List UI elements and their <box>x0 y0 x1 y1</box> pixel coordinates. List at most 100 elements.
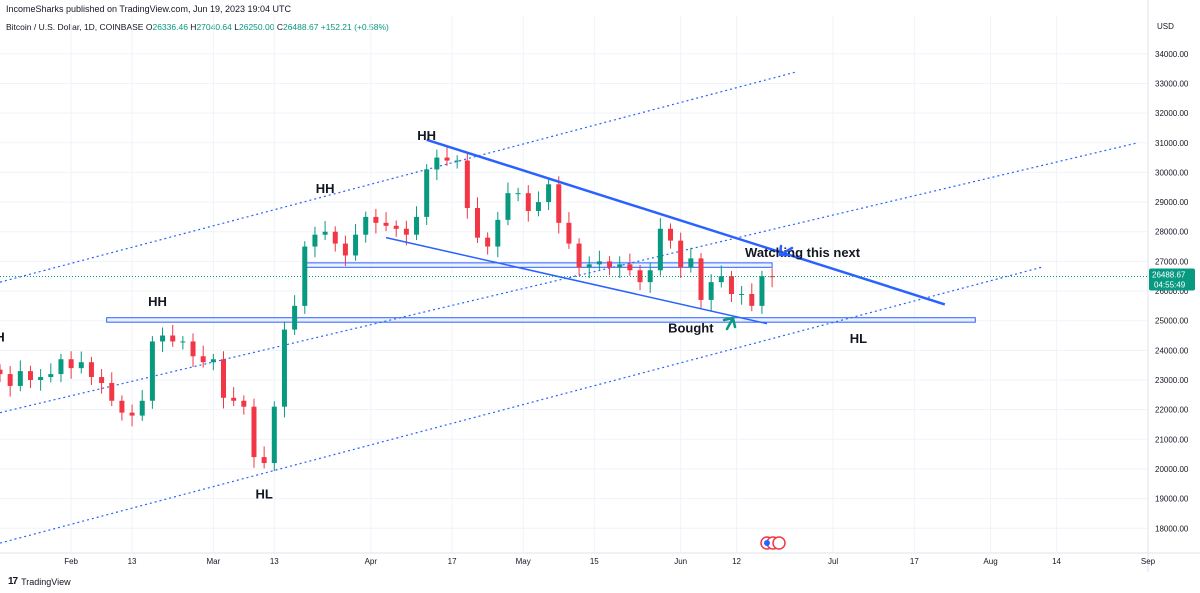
y-tick-label: 29000.00 <box>1155 198 1189 207</box>
high-value: 27040.64 <box>196 22 232 32</box>
grid <box>0 16 1149 552</box>
candle-body <box>363 216 369 235</box>
candle-body <box>495 219 501 247</box>
lower-trendline <box>385 236 768 325</box>
candle-body <box>556 184 562 223</box>
x-tick-label: Jun <box>674 557 687 566</box>
y-tick-label: 30000.00 <box>1155 168 1189 177</box>
symbol-name[interactable]: Bitcoin / U.S. Dollar, 1D, COINBASE <box>6 22 144 32</box>
x-tick-label: Apr <box>365 557 378 566</box>
candle-body <box>393 225 399 229</box>
candle-body <box>759 276 765 306</box>
annotation-label: HH <box>417 128 436 143</box>
candle-body <box>292 305 298 330</box>
open-value: 26336.46 <box>152 22 188 32</box>
price-axis: 18000.00 19000.00 20000.00 21000.00 22000.00… <box>1147 0 1189 572</box>
candle-body <box>596 261 602 265</box>
y-tick-label: 25000.00 <box>1155 317 1189 326</box>
candle-body <box>241 400 247 407</box>
x-tick-label: 12 <box>732 557 741 566</box>
candle-body <box>383 222 389 226</box>
x-tick-label: 17 <box>910 557 919 566</box>
candle-body <box>48 374 54 378</box>
channel-line <box>0 71 798 283</box>
channel-line <box>0 142 1138 414</box>
y-tick-label: 31000.00 <box>1155 139 1189 148</box>
x-tick-label: 14 <box>1052 557 1061 566</box>
y-tick-label: 20000.00 <box>1155 465 1189 474</box>
annotations: HH HH HH HL HL H Bought Watching this next <box>0 128 867 502</box>
candle-body <box>657 228 663 271</box>
candle-body <box>180 341 186 343</box>
candle-body <box>586 264 592 268</box>
candle-body <box>322 231 328 235</box>
candle-body <box>769 276 775 278</box>
y-tick-label: 32000.00 <box>1155 109 1189 118</box>
x-tick-label: Sep <box>1141 557 1156 566</box>
candle-body <box>474 208 480 238</box>
candle-body <box>505 193 511 220</box>
candle-body <box>78 362 84 369</box>
annotation-label: HL <box>850 331 867 346</box>
annotation-label: Bought <box>668 321 714 336</box>
x-tick-label: 15 <box>590 557 599 566</box>
currency-label: USD <box>1157 22 1174 31</box>
candle-body <box>68 359 74 369</box>
candle-body <box>454 160 460 162</box>
tradingview-logo-icon: 17 <box>8 576 18 587</box>
watching-arrow-icon <box>778 244 794 257</box>
candle-body <box>739 294 745 295</box>
candle-body <box>525 193 531 211</box>
candle-body <box>210 359 216 363</box>
candle-body <box>342 243 348 256</box>
support-zone <box>106 317 976 323</box>
candle-body <box>607 261 613 268</box>
price-tag-value: 26488.67 <box>1152 271 1186 280</box>
y-tick-label: 18000.00 <box>1155 524 1189 533</box>
candle-body <box>444 157 450 161</box>
candle-body <box>749 294 755 306</box>
publisher-line: IncomeSharks published on TradingView.co… <box>6 4 292 14</box>
candle-body <box>546 184 552 203</box>
candle-body <box>88 362 94 378</box>
candle-body <box>17 371 23 386</box>
annotation-label: Watching this next <box>745 245 861 260</box>
candle-body <box>617 264 623 268</box>
y-tick-label: 33000.00 <box>1155 79 1189 88</box>
candle-body <box>414 216 420 235</box>
candle-body <box>708 282 714 300</box>
candle-body <box>221 359 227 398</box>
price-tag-countdown: 04:55:49 <box>1154 281 1186 290</box>
x-tick-label: 13 <box>128 557 137 566</box>
candle-body <box>728 276 734 294</box>
event-flag-icon <box>764 540 770 546</box>
y-tick-label: 34000.00 <box>1155 50 1189 59</box>
candle-body <box>576 243 582 268</box>
x-tick-label: 13 <box>270 557 279 566</box>
candle-body <box>312 234 318 247</box>
candle-body <box>119 400 125 413</box>
time-axis: Feb 13 Mar 13 Apr 17 May 15 Jun 12 Jul 17 Aug 14 Sep <box>0 552 1200 566</box>
annotation-label: HL <box>255 487 272 502</box>
candle-body <box>627 264 633 271</box>
candle-body <box>139 400 145 416</box>
y-tick-label: 24000.00 <box>1155 346 1189 355</box>
y-tick-label: 28000.00 <box>1155 228 1189 237</box>
low-label: L <box>234 22 239 32</box>
ohlc-legend: Bitcoin / U.S. Dollar, 1D, COINBASE O263… <box>6 22 389 32</box>
candle-body <box>58 359 64 375</box>
annotation-label: HH <box>148 294 167 309</box>
candle-body <box>129 412 135 416</box>
close-label: C <box>276 22 283 32</box>
candle-body <box>424 169 430 217</box>
close-value: 26488.67 <box>282 22 319 32</box>
candle-body <box>109 382 115 401</box>
candle-body <box>668 228 674 241</box>
candle-body <box>38 377 44 380</box>
change-value: +152.21 (+0.58%) <box>320 22 389 32</box>
open-label: O <box>145 22 153 32</box>
candle-body <box>302 246 308 306</box>
arrows <box>722 244 794 331</box>
